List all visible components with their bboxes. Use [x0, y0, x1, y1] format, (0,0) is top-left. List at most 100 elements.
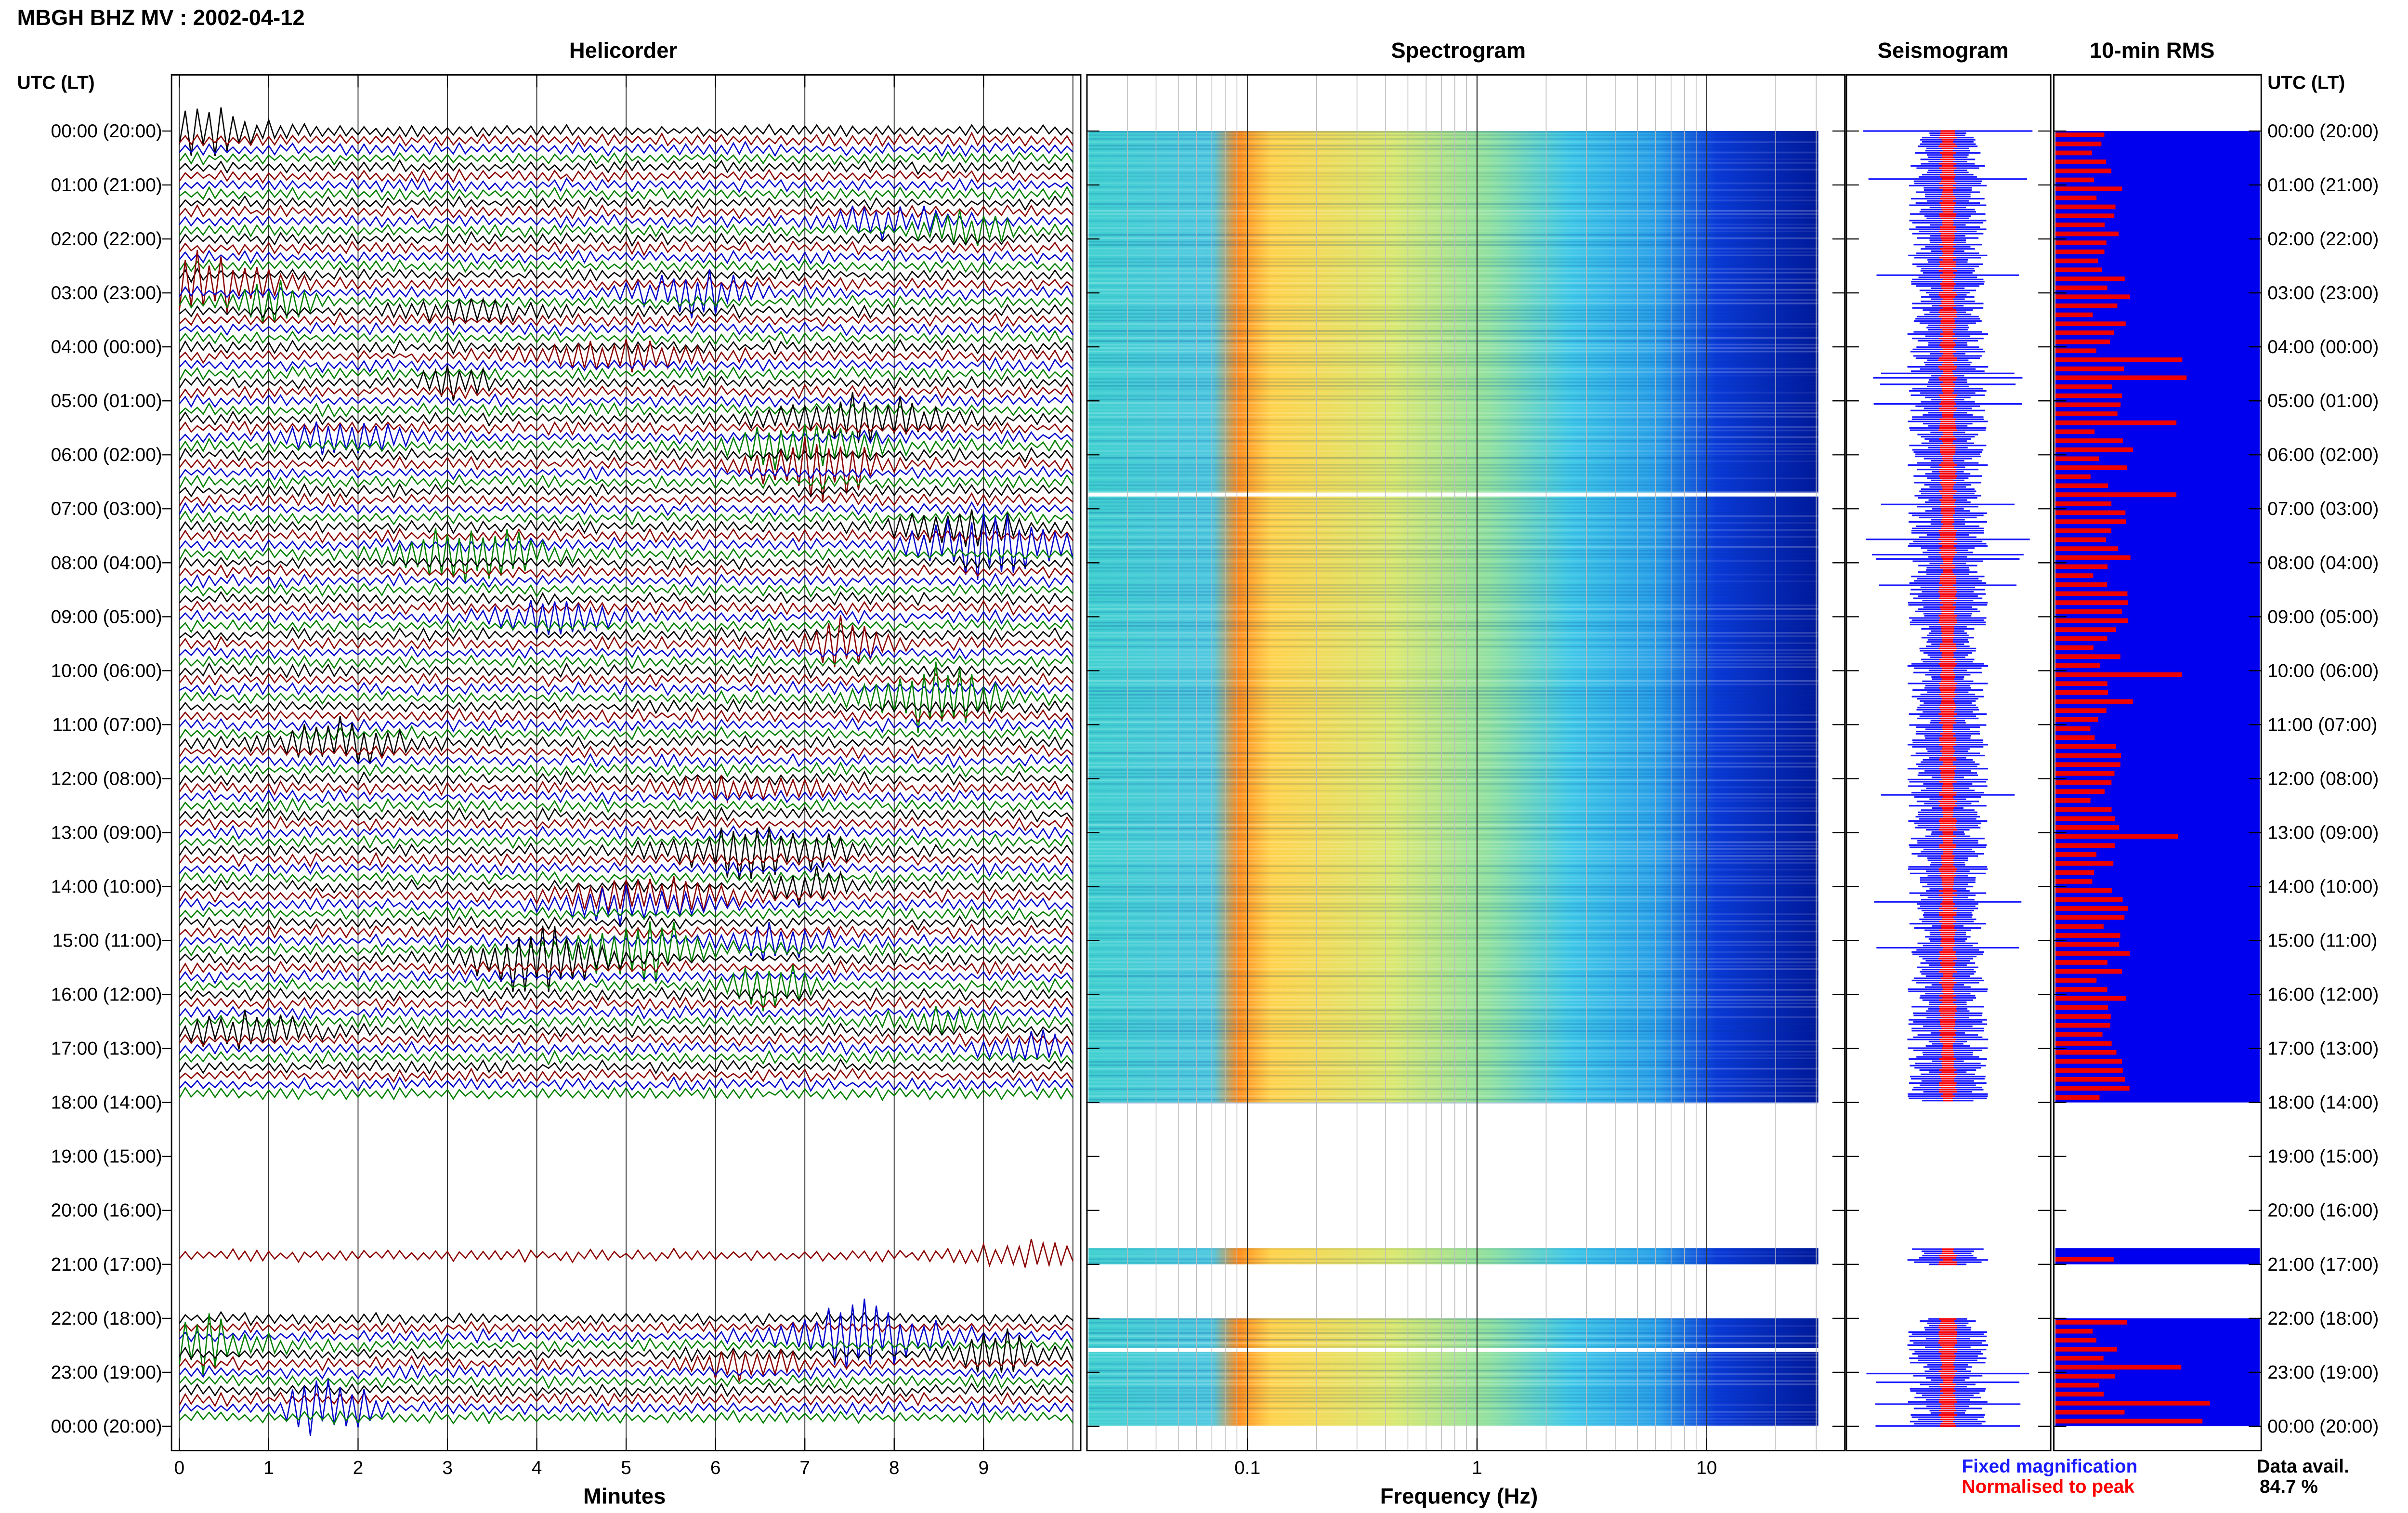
spectrogram-streak — [1088, 422, 1819, 425]
rms-normalised-bar — [2055, 348, 2096, 354]
spectrogram-streak — [1088, 165, 1819, 167]
spectrogram-streak — [1088, 220, 1819, 222]
spectrogram-streak — [1088, 505, 1819, 507]
spectrogram-streak — [1088, 721, 1819, 723]
spectrogram-streak — [1088, 526, 1819, 527]
rms-normalised-bar — [2055, 1014, 2111, 1019]
spectrogram-streak — [1088, 649, 1819, 651]
spectrogram-streak — [1088, 1359, 1819, 1361]
spectrogram-streak — [1088, 368, 1819, 370]
helicorder-trace — [179, 654, 1073, 670]
helicorder-trace — [179, 383, 1073, 400]
time-row-label-left: 07:00 (03:00) — [51, 499, 162, 519]
legend-normalised-to-peak: Normalised to peak — [1962, 1475, 2134, 1498]
rms-normalised-bar — [2055, 393, 2122, 398]
spectrogram-streak — [1088, 992, 1819, 994]
rms-normalised-bar — [2055, 690, 2108, 695]
rms-normalised-bar — [2055, 1023, 2110, 1028]
time-row-label-left: 02:00 (22:00) — [51, 229, 162, 250]
spectrogram-streak — [1088, 138, 1819, 140]
rms-normalised-bar — [2055, 888, 2112, 893]
time-row-label-left: 04:00 (00:00) — [51, 337, 162, 357]
spectrogram-streak — [1088, 759, 1819, 761]
helicorder-trace — [179, 870, 1073, 886]
rms-normalised-bar — [2055, 276, 2125, 281]
spectrogram-streak — [1088, 584, 1819, 586]
spectrogram-streak — [1088, 481, 1819, 483]
rms-normalised-bar — [2055, 636, 2107, 641]
rms-normalised-bar — [2055, 1041, 2112, 1046]
helicorder-trace — [179, 1009, 1073, 1050]
rms-normalised-bar — [2055, 1355, 2104, 1361]
spectrogram-streak — [1088, 621, 1819, 624]
spectrogram-gap-line — [1088, 492, 1819, 497]
spectrogram-streak — [1088, 1040, 1819, 1042]
helicorder-trace — [179, 483, 1073, 499]
helicorder-trace — [179, 465, 1073, 481]
spectrogram-streak — [1088, 227, 1819, 229]
spectrogram-streak — [1088, 838, 1819, 840]
spectrogram-streak — [1088, 282, 1819, 284]
rms-normalised-bar — [2055, 384, 2112, 389]
spectrogram-streak — [1088, 542, 1819, 545]
spectrogram-streak — [1088, 433, 1819, 435]
time-row-label-left: 17:00 (13:00) — [51, 1039, 162, 1059]
rms-normalised-bar — [2055, 582, 2107, 587]
time-row-label-right: 00:00 (20:00) — [2267, 121, 2379, 142]
helicorder-trace — [179, 761, 1073, 778]
rms-normalised-bar — [2055, 546, 2119, 551]
spectrogram-streak — [1088, 855, 1819, 857]
spectrogram-streak — [1088, 487, 1819, 490]
spectrogram-streak — [1088, 694, 1819, 696]
spectrogram-streak — [1088, 1363, 1819, 1365]
spectrogram-streak — [1088, 597, 1819, 600]
helicorder-trace — [179, 906, 1073, 921]
rms-normalised-bar — [2055, 447, 2133, 452]
spectrogram-streak — [1088, 402, 1819, 404]
helicorder-trace — [179, 564, 1073, 579]
rms-normalised-bar — [2055, 843, 2115, 848]
rms-normalised-bar — [2055, 825, 2120, 830]
helicorder-trace — [179, 725, 1073, 741]
spectrogram-streak — [1088, 773, 1819, 775]
spectrogram-streak — [1088, 930, 1819, 933]
rms-normalised-bar — [2055, 870, 2094, 875]
spectrogram-streak — [1088, 1023, 1819, 1025]
helicorder-trace — [179, 600, 1073, 635]
rms-normalised-bar — [2055, 285, 2107, 290]
spectrogram-streak — [1088, 858, 1819, 860]
spectrogram-streak — [1088, 292, 1819, 294]
helicorder-trace — [179, 1239, 1074, 1268]
spectrogram-streak — [1088, 628, 1819, 631]
minute-tick-label: 7 — [799, 1458, 810, 1478]
spectrogram-streak — [1088, 179, 1819, 181]
rms-normalised-bar — [2055, 1374, 2115, 1379]
time-row-label-left: 00:00 (20:00) — [51, 1416, 162, 1437]
spectrogram-streak — [1088, 1051, 1819, 1053]
spectrogram-streak — [1088, 395, 1819, 397]
spectrogram-streak — [1088, 797, 1819, 799]
spectrogram-streak — [1088, 217, 1819, 219]
time-row-label-left: 23:00 (19:00) — [51, 1362, 162, 1383]
rms-normalised-bar — [2055, 573, 2094, 578]
helicorder-trace — [179, 662, 1073, 679]
spectrogram-streak — [1088, 484, 1819, 487]
rms-normalised-bar — [2055, 555, 2131, 560]
helicorder-trace — [179, 645, 1073, 660]
spectrogram-streak — [1088, 498, 1819, 500]
spectrogram-streak — [1088, 917, 1819, 919]
spectrogram-streak — [1088, 944, 1819, 946]
helicorder-trace — [179, 1050, 1073, 1066]
spectrogram-streak — [1088, 330, 1819, 332]
spectrogram-streak — [1088, 755, 1819, 758]
time-row-label-left: 21:00 (17:00) — [51, 1254, 162, 1275]
rms-normalised-bar — [2055, 1086, 2130, 1091]
spectrogram-streak — [1088, 601, 1819, 603]
spectrogram-streak — [1088, 1248, 1819, 1250]
spectrogram-streak — [1088, 347, 1819, 349]
spectrogram-streak — [1088, 999, 1819, 1001]
rms-normalised-bar — [2055, 501, 2112, 506]
rms-normalised-bar — [2055, 969, 2122, 974]
spectrogram-streak — [1088, 961, 1819, 963]
spectrogram-streak — [1088, 1081, 1819, 1083]
